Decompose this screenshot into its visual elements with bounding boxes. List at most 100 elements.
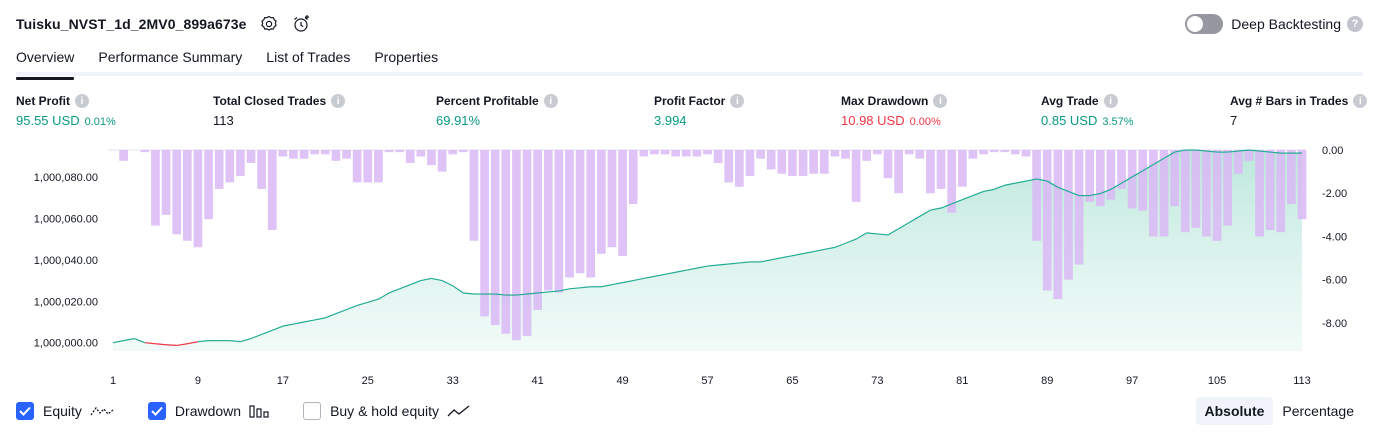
drawdown-bar[interactable]	[1223, 150, 1233, 226]
drawdown-bar[interactable]	[236, 150, 245, 176]
drawdown-bar[interactable]	[257, 150, 266, 189]
deep-backtesting-toggle[interactable]	[1185, 14, 1224, 34]
drawdown-bar[interactable]	[1202, 150, 1211, 237]
drawdown-bar[interactable]	[490, 150, 500, 326]
drawdown-bar[interactable]	[395, 150, 404, 153]
drawdown-bar[interactable]	[671, 150, 681, 157]
legend-buy-hold[interactable]: Buy & hold equity	[303, 402, 471, 420]
checkbox-checked-icon[interactable]	[16, 402, 34, 420]
drawdown-bar[interactable]	[1000, 150, 1010, 153]
drawdown-bar[interactable]	[331, 150, 341, 161]
drawdown-bar[interactable]	[1064, 150, 1073, 280]
drawdown-bar[interactable]	[140, 150, 150, 153]
drawdown-bar[interactable]	[692, 150, 702, 157]
drawdown-bar[interactable]	[320, 150, 330, 155]
tab-performance-summary[interactable]: Performance Summary	[98, 49, 243, 65]
drawdown-bar[interactable]	[841, 150, 850, 159]
drawdown-bar[interactable]	[703, 150, 712, 155]
drawdown-bar[interactable]	[289, 150, 298, 159]
drawdown-bar[interactable]	[883, 150, 893, 179]
legend-equity[interactable]: Equity	[16, 402, 114, 420]
drawdown-bar[interactable]	[1159, 150, 1169, 237]
drawdown-bar[interactable]	[851, 150, 861, 202]
drawdown-bar[interactable]	[458, 150, 468, 153]
drawdown-bar[interactable]	[830, 150, 840, 157]
drawdown-bar[interactable]	[660, 150, 670, 155]
drawdown-bar[interactable]	[1170, 150, 1179, 207]
drawdown-bar[interactable]	[182, 150, 192, 241]
drawdown-bar[interactable]	[172, 150, 182, 235]
drawdown-bar[interactable]	[639, 150, 649, 157]
drawdown-bar[interactable]	[416, 150, 426, 157]
drawdown-bar[interactable]	[713, 150, 723, 163]
absolute-button[interactable]: Absolute	[1195, 397, 1274, 425]
drawdown-bar[interactable]	[1021, 150, 1031, 157]
drawdown-bar[interactable]	[926, 150, 935, 194]
drawdown-bar[interactable]	[214, 150, 224, 189]
drawdown-bar[interactable]	[1095, 150, 1105, 207]
drawdown-bar[interactable]	[1085, 150, 1095, 202]
drawdown-bar[interactable]	[543, 150, 553, 291]
drawdown-bar[interactable]	[989, 150, 999, 153]
drawdown-bar[interactable]	[225, 150, 235, 183]
drawdown-bar[interactable]	[448, 150, 458, 155]
drawdown-bar[interactable]	[862, 150, 872, 161]
drawdown-bar[interactable]	[968, 150, 978, 159]
drawdown-bar[interactable]	[522, 150, 532, 336]
drawdown-bar[interactable]	[809, 150, 819, 174]
drawdown-bar[interactable]	[650, 150, 659, 155]
info-icon[interactable]: i	[331, 94, 346, 108]
info-icon[interactable]: i	[543, 94, 558, 108]
info-icon[interactable]: i	[1353, 94, 1368, 108]
info-icon[interactable]: i	[730, 94, 745, 108]
drawdown-bar[interactable]	[756, 150, 765, 159]
drawdown-bar[interactable]	[957, 150, 967, 187]
drawdown-bar[interactable]	[427, 150, 436, 166]
drawdown-bar[interactable]	[161, 150, 171, 215]
alarm-clock-icon[interactable]	[291, 14, 311, 34]
drawdown-bar[interactable]	[469, 150, 479, 241]
drawdown-bar[interactable]	[246, 150, 256, 163]
drawdown-bar[interactable]	[1287, 150, 1296, 205]
drawdown-bar[interactable]	[1244, 150, 1254, 161]
drawdown-bar[interactable]	[1265, 150, 1275, 230]
drawdown-bar[interactable]	[374, 150, 383, 183]
drawdown-bar[interactable]	[894, 150, 903, 194]
drawdown-bar[interactable]	[1149, 150, 1158, 237]
drawdown-bar[interactable]	[1191, 150, 1201, 228]
drawdown-bar[interactable]	[904, 150, 914, 155]
drawdown-bar[interactable]	[628, 150, 638, 205]
drawdown-bar[interactable]	[480, 150, 489, 317]
drawdown-bar[interactable]	[554, 150, 564, 293]
drawdown-bar[interactable]	[501, 150, 511, 334]
drawdown-bar[interactable]	[1233, 150, 1243, 174]
drawdown-bar[interactable]	[405, 150, 415, 163]
drawdown-bar[interactable]	[437, 150, 447, 172]
drawdown-bar[interactable]	[936, 150, 946, 189]
tab-list-of-trades[interactable]: List of Trades	[266, 49, 351, 65]
drawdown-bar[interactable]	[1212, 150, 1222, 241]
drawdown-bar[interactable]	[766, 150, 776, 170]
info-icon[interactable]: i	[75, 94, 89, 108]
drawdown-bar[interactable]	[342, 150, 351, 159]
drawdown-bar[interactable]	[735, 150, 744, 187]
drawdown-bar[interactable]	[575, 150, 585, 274]
help-icon[interactable]: ?	[1347, 16, 1363, 32]
drawdown-bar[interactable]	[681, 150, 691, 157]
drawdown-bar[interactable]	[363, 150, 373, 183]
drawdown-bar[interactable]	[1106, 150, 1116, 200]
drawdown-bar[interactable]	[777, 150, 787, 174]
drawdown-bar[interactable]	[278, 150, 288, 157]
drawdown-bar[interactable]	[788, 150, 797, 176]
drawdown-bar[interactable]	[979, 150, 988, 155]
drawdown-bar[interactable]	[1255, 150, 1264, 237]
drawdown-bar[interactable]	[1276, 150, 1286, 233]
checkbox-unchecked-icon[interactable]	[303, 402, 322, 420]
drawdown-bar[interactable]	[873, 150, 882, 155]
info-icon[interactable]: i	[933, 94, 948, 108]
drawdown-bar[interactable]	[607, 150, 617, 248]
info-icon[interactable]: i	[1103, 94, 1118, 108]
drawdown-bar[interactable]	[204, 150, 213, 220]
drawdown-bar[interactable]	[1297, 150, 1307, 220]
drawdown-bar[interactable]	[819, 150, 829, 174]
